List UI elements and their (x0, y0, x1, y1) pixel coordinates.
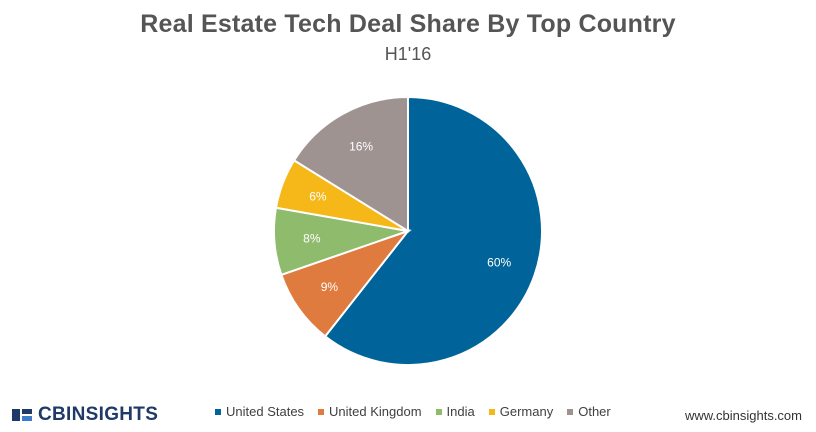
pie-chart: 60% 9% 8% 6% 16% (273, 95, 543, 366)
pie-slice-other (292, 95, 409, 233)
legend-label-other: Other (578, 404, 611, 419)
legend-item-united-states: United States (215, 404, 304, 419)
legend-item-germany: Germany (488, 404, 554, 419)
chart-legend: United States United Kingdom India Germany O… (215, 404, 611, 419)
legend-swatch-other (567, 408, 574, 415)
legend-item-other: Other (567, 404, 611, 419)
legend-swatch-united-kingdom (318, 408, 325, 415)
cbinsights-logo-mark-icon (12, 407, 34, 423)
pie-slice-united-states (323, 95, 543, 366)
data-label-germany: 6% (309, 190, 327, 204)
data-label-united-states: 60% (487, 256, 511, 270)
data-label-other: 16% (349, 140, 373, 154)
legend-swatch-india (435, 408, 442, 415)
chart-subtitle: H1'16 (384, 44, 432, 64)
legend-label-united-states: United States (226, 404, 305, 419)
legend-swatch-germany (488, 408, 495, 415)
legend-label-united-kingdom: United Kingdom (329, 404, 422, 419)
legend-item-india: India (435, 404, 475, 419)
cbinsights-logo-text: CBINSIGHTS (38, 404, 159, 425)
legend-item-united-kingdom: United Kingdom (318, 404, 422, 419)
chart-title: Real Estate Tech Deal Share By Top Count… (140, 10, 676, 38)
data-label-india: 8% (303, 232, 321, 246)
legend-swatch-united-states (215, 408, 221, 415)
cbinsights-logo: CBINSIGHTS (12, 404, 158, 426)
legend-label-india: India (446, 404, 475, 419)
data-label-united-kingdom: 9% (321, 280, 339, 294)
website-url[interactable]: www.cbinsights.com (684, 408, 802, 423)
legend-label-germany: Germany (499, 404, 554, 419)
